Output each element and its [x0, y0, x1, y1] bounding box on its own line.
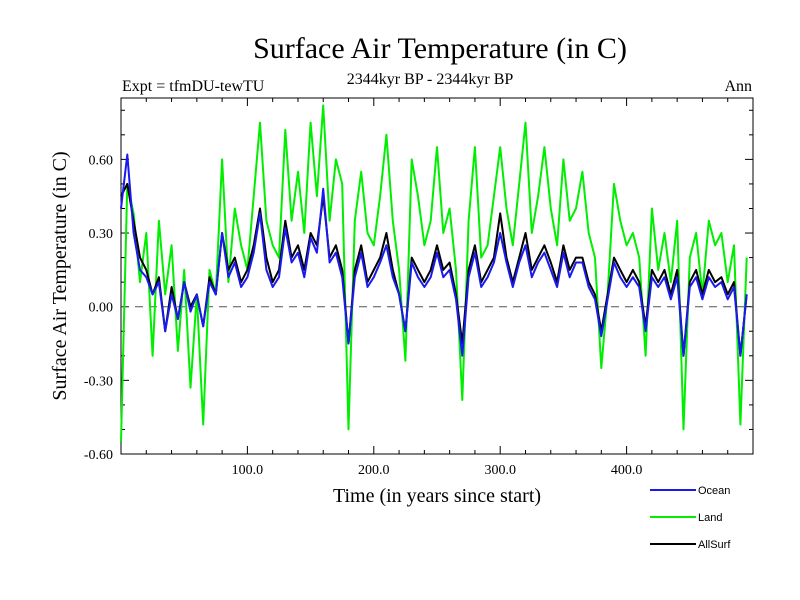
y-axis-label: Surface Air Temperature (in C) [49, 151, 71, 400]
plot-frame [120, 97, 754, 455]
series-line-ocean [120, 153, 748, 357]
legend-label-land: Land [698, 512, 722, 524]
y-tick-label: 0.30 [89, 227, 114, 242]
x-axis-label: Time (in years since start) [333, 485, 541, 507]
chart-subtitle: 2344kyr BP - 2344kyr BP [347, 71, 514, 88]
x-tick-label: 300.0 [484, 463, 516, 478]
axis-ticks [121, 98, 753, 455]
experiment-label: Expt = tfmDU-tewTU [122, 78, 265, 95]
y-tick-label: 0.00 [89, 301, 114, 316]
y-tick-label: -0.60 [84, 448, 113, 463]
legend: Ocean Land AllSurf [650, 485, 731, 551]
legend-label-allsurf: AllSurf [698, 539, 731, 551]
x-tick-label: 200.0 [358, 463, 390, 478]
x-tick-label: 400.0 [611, 463, 643, 478]
y-tick-label: -0.30 [84, 374, 113, 389]
tick-labels: 100.0 200.0 300.0 400.0 -0.60 -0.30 0.00 0.30 0.… [84, 153, 643, 478]
season-label: Ann [724, 78, 752, 95]
legend-label-ocean: Ocean [698, 485, 730, 497]
series-lines [120, 104, 748, 442]
y-tick-label: 0.60 [89, 153, 114, 168]
x-tick-label: 100.0 [232, 463, 264, 478]
chart-title: Surface Air Temperature (in C) [253, 32, 627, 65]
